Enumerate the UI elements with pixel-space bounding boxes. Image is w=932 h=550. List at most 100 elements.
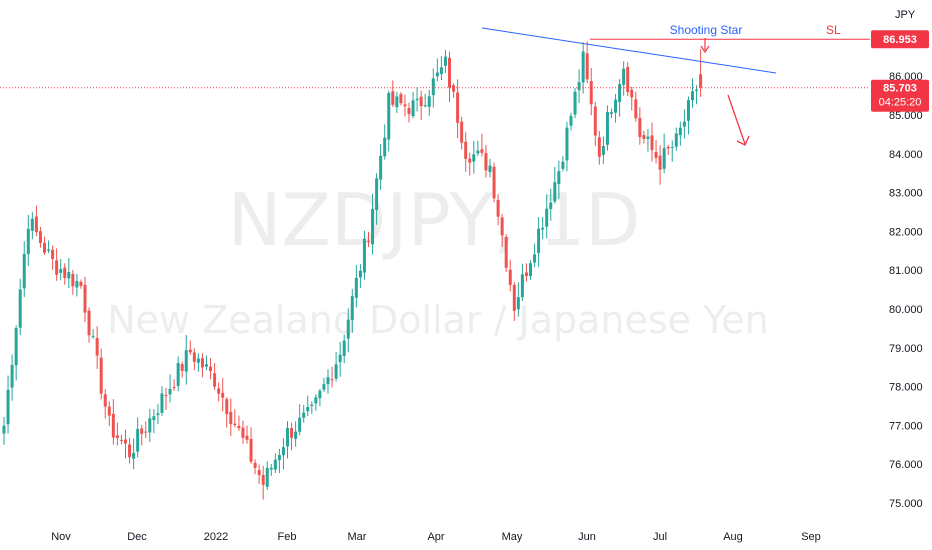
candle	[225, 397, 229, 428]
candle	[358, 264, 362, 288]
candle-body	[342, 340, 346, 356]
candle	[38, 227, 42, 248]
x-tick-label: Jul	[653, 531, 667, 543]
candle-body	[63, 267, 67, 279]
candle-body	[310, 404, 314, 406]
candle-body	[273, 459, 277, 470]
y-tick-label: 81.000	[889, 265, 923, 277]
candle-body	[128, 444, 132, 458]
candle	[573, 88, 577, 119]
candle-body	[642, 135, 646, 139]
candle-body	[448, 57, 451, 88]
candle-body	[318, 390, 322, 399]
candle-body	[419, 96, 423, 107]
projection-arrow	[727, 94, 746, 145]
candle	[391, 80, 395, 107]
candle	[26, 214, 30, 266]
candle	[2, 416, 6, 445]
candle-body	[14, 328, 18, 366]
candle	[221, 377, 225, 412]
candle	[47, 240, 51, 254]
candle-body	[350, 296, 354, 320]
candle-body	[443, 56, 447, 66]
candle	[233, 409, 237, 428]
candle-body	[650, 135, 654, 151]
candle	[43, 236, 46, 256]
candle-body	[367, 240, 370, 242]
candle-body	[423, 105, 427, 107]
candle-body	[354, 277, 358, 298]
candle	[614, 94, 618, 123]
candle-body	[557, 171, 561, 185]
price-axis[interactable]: JPY 75.000 76.000 77.000 78.000 79.000 80.000…	[870, 0, 932, 520]
candle	[423, 93, 427, 108]
candle-body	[569, 116, 573, 126]
candle-body	[391, 91, 395, 105]
candle	[379, 144, 383, 191]
candle-body	[43, 242, 46, 253]
candle	[6, 375, 10, 434]
candle	[63, 263, 67, 285]
candle	[431, 68, 435, 108]
candle-body	[22, 253, 26, 289]
candle	[387, 90, 391, 152]
candle-body	[387, 92, 391, 140]
x-tick-label: Jun	[578, 531, 596, 543]
candle-body	[265, 467, 269, 487]
candle	[67, 257, 71, 289]
candle	[686, 96, 690, 135]
candle	[383, 124, 387, 160]
candle-body	[699, 74, 703, 88]
x-tick-label: Nov	[51, 531, 71, 543]
x-tick-label: Dec	[127, 531, 147, 543]
candle	[593, 101, 597, 146]
candle-body	[581, 51, 585, 83]
time-axis[interactable]: Nov Dec 2022 Feb Mar Apr May Jun Jul Aug Sep	[0, 520, 932, 550]
candle-body	[605, 112, 609, 145]
candle	[269, 463, 273, 477]
candle-body	[504, 237, 508, 268]
candle-body	[172, 387, 176, 389]
candle-body	[34, 216, 38, 233]
candle	[691, 78, 694, 108]
candle-body	[200, 358, 204, 368]
candle-body	[281, 447, 285, 456]
candle	[638, 107, 642, 145]
candle-body	[245, 435, 249, 440]
candle	[699, 49, 703, 97]
candle-body	[59, 269, 63, 273]
candle-body	[516, 297, 520, 310]
candle	[55, 248, 59, 281]
overlays: Shooting Star SL	[0, 23, 870, 146]
candle-body	[67, 272, 71, 279]
candle	[553, 166, 557, 204]
candle-body	[561, 161, 565, 169]
candle-body	[140, 428, 144, 434]
candle	[99, 348, 103, 400]
candle	[682, 109, 686, 139]
candle	[75, 273, 79, 297]
candle	[354, 265, 358, 308]
candle	[294, 421, 298, 447]
candle	[650, 122, 654, 162]
candle-body	[229, 411, 233, 424]
x-tick-label: Aug	[723, 531, 743, 543]
candle-body	[500, 217, 504, 236]
candle-body	[209, 366, 213, 372]
candle	[18, 278, 22, 336]
candle-body	[468, 158, 472, 163]
candle-body	[512, 284, 516, 311]
candle-body	[148, 418, 152, 433]
candle-body	[156, 413, 160, 416]
candle	[14, 325, 18, 381]
candle	[91, 328, 95, 339]
candle	[371, 193, 375, 255]
candle	[407, 102, 411, 123]
candle	[362, 230, 366, 280]
candle	[464, 132, 468, 172]
candle	[107, 401, 111, 427]
candle-body	[160, 393, 164, 413]
trendline[interactable]	[481, 27, 777, 74]
candle-body	[371, 208, 375, 245]
